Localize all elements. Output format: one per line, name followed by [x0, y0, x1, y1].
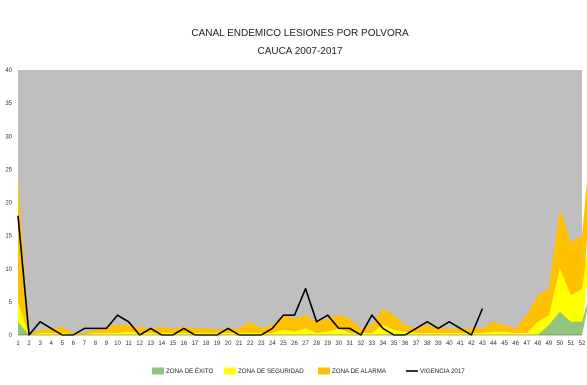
legend-label: ZONA DE ÉXITO: [166, 368, 214, 375]
x-tick-label: 12: [136, 341, 143, 347]
y-tick-label: 15: [5, 234, 12, 240]
plot-area: [18, 70, 582, 335]
x-tick-label: 46: [512, 341, 519, 347]
x-tick-label: 27: [302, 341, 309, 347]
x-tick-label: 43: [479, 341, 486, 347]
legend-item-zona-de-alarma: ZONA DE ALARMA: [318, 368, 387, 376]
x-tick-label: 40: [446, 341, 453, 347]
x-tick-label: 5: [61, 341, 65, 347]
x-tick-label: 41: [457, 341, 464, 347]
x-tick-label: 22: [247, 341, 254, 347]
y-tick-label: 0: [9, 333, 13, 339]
x-tick-label: 23: [258, 341, 265, 347]
x-tick-label: 44: [490, 341, 497, 347]
x-tick-label: 52: [579, 341, 586, 347]
legend-label: VIGENCIA 2017: [420, 368, 465, 375]
x-tick-label: 16: [181, 341, 188, 347]
x-tick-label: 13: [147, 341, 154, 347]
x-tick-label: 42: [468, 341, 475, 347]
x-tick-label: 51: [568, 341, 575, 347]
x-tick-label: 21: [236, 341, 243, 347]
legend-label: ZONA DE ALARMA: [332, 368, 387, 375]
x-tick-label: 6: [72, 341, 76, 347]
y-tick-label: 30: [5, 134, 12, 140]
y-tick-label: 25: [5, 167, 12, 173]
x-tick-label: 24: [269, 341, 276, 347]
y-tick-label: 10: [5, 267, 12, 273]
x-tick-label: 49: [545, 341, 552, 347]
x-tick-label: 4: [50, 341, 54, 347]
x-tick-label: 2: [27, 341, 31, 347]
x-tick-label: 17: [192, 341, 199, 347]
y-tick-label: 35: [5, 101, 12, 107]
x-tick-label: 7: [83, 341, 87, 347]
y-tick-label: 20: [5, 201, 12, 207]
x-tick-label: 25: [280, 341, 287, 347]
x-tick-label: 50: [557, 341, 564, 347]
x-tick-label: 36: [402, 341, 409, 347]
x-tick-label: 48: [534, 341, 541, 347]
x-tick-label: 31: [346, 341, 353, 347]
x-tick-label: 1: [16, 341, 20, 347]
chart-subtitle: CAUCA 2007-2017: [257, 46, 342, 57]
legend-item-vigencia-2017: VIGENCIA 2017: [406, 368, 465, 375]
y-tick-label: 5: [9, 300, 13, 306]
x-tick-label: 47: [523, 341, 530, 347]
x-tick-label: 15: [169, 341, 176, 347]
legend-swatch: [224, 368, 236, 375]
legend-swatch: [318, 368, 330, 375]
x-tick-label: 11: [125, 341, 132, 347]
x-tick-label: 39: [435, 341, 442, 347]
chart-title: CANAL ENDEMICO LESIONES POR POLVORA: [191, 28, 409, 39]
x-tick-label: 9: [105, 341, 109, 347]
x-tick-label: 19: [214, 341, 221, 347]
x-tick-label: 29: [324, 341, 331, 347]
legend-item-zona-de-xito: ZONA DE ÉXITO: [152, 368, 214, 376]
x-tick-label: 26: [291, 341, 298, 347]
x-tick-label: 37: [413, 341, 420, 347]
legend-label: ZONA DE SEGURIDAD: [238, 368, 304, 375]
legend-swatch: [152, 368, 164, 375]
x-tick-label: 8: [94, 341, 98, 347]
x-tick-label: 35: [391, 341, 398, 347]
x-tick-label: 38: [424, 341, 431, 347]
x-tick-label: 45: [501, 341, 508, 347]
x-tick-label: 32: [357, 341, 364, 347]
legend-item-zona-de-seguridad: ZONA DE SEGURIDAD: [224, 368, 304, 376]
x-tick-label: 18: [203, 341, 210, 347]
y-tick-label: 40: [5, 68, 12, 74]
x-tick-label: 30: [335, 341, 342, 347]
x-tick-label: 20: [225, 341, 232, 347]
x-tick-label: 14: [158, 341, 165, 347]
x-tick-label: 33: [369, 341, 376, 347]
x-tick-label: 3: [38, 341, 42, 347]
x-tick-label: 28: [313, 341, 320, 347]
x-tick-label: 34: [380, 341, 387, 347]
x-tick-label: 10: [114, 341, 121, 347]
legend: ZONA DE ÉXITO ZONA DE SEGURIDAD ZONA DE AL…: [152, 368, 465, 376]
